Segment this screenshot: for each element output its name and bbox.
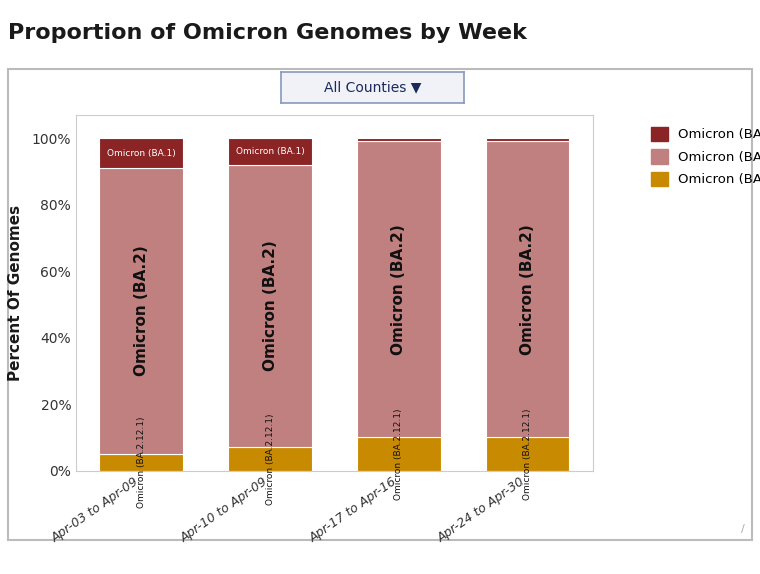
Bar — [228, 447, 312, 471]
Text: Omicron (BA.2): Omicron (BA.2) — [134, 246, 149, 377]
Bar — [100, 168, 183, 454]
Bar — [357, 437, 441, 471]
Bar — [486, 138, 569, 141]
Bar — [228, 165, 312, 447]
Text: Omicron (BA.2): Omicron (BA.2) — [520, 224, 535, 355]
Text: Proportion of Omicron Genomes by Week: Proportion of Omicron Genomes by Week — [8, 23, 527, 43]
Bar — [486, 141, 569, 437]
Text: Omicron (BA.1): Omicron (BA.1) — [236, 147, 305, 156]
Bar — [357, 138, 441, 141]
Text: Omicron (BA.2): Omicron (BA.2) — [391, 224, 407, 355]
Y-axis label: Percent Of Genomes: Percent Of Genomes — [8, 205, 24, 381]
Text: Omicron (BA.1): Omicron (BA.1) — [107, 149, 176, 157]
Text: Omicron (BA.2.12.1): Omicron (BA.2.12.1) — [137, 417, 146, 508]
Text: Omicron (BA.2.12.1): Omicron (BA.2.12.1) — [394, 408, 404, 500]
Text: All Counties ▼: All Counties ▼ — [324, 80, 421, 95]
Text: Omicron (BA.2.12.1): Omicron (BA.2.12.1) — [265, 413, 274, 505]
Text: /: / — [741, 524, 745, 534]
Bar — [357, 141, 441, 437]
Text: Omicron (BA.2.12.1): Omicron (BA.2.12.1) — [523, 408, 532, 500]
Bar — [100, 138, 183, 168]
Text: Omicron (BA.2): Omicron (BA.2) — [262, 241, 277, 371]
Legend: Omicron (BA.1), Omicron (BA.2), Omicron (BA.2.12.1): Omicron (BA.1), Omicron (BA.2), Omicron … — [645, 121, 760, 192]
Bar — [486, 437, 569, 471]
Bar — [100, 454, 183, 471]
Bar — [228, 138, 312, 165]
